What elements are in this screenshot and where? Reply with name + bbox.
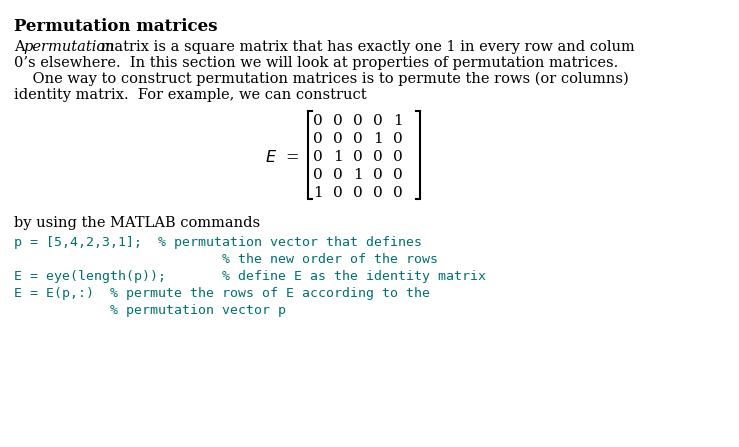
Text: 0: 0 xyxy=(393,132,403,146)
Text: 0: 0 xyxy=(313,132,323,146)
Text: matrix is a square matrix that has exactly one 1 in every row and colum: matrix is a square matrix that has exact… xyxy=(96,40,635,54)
Text: E = E(p,:)  % permute the rows of E according to the: E = E(p,:) % permute the rows of E accor… xyxy=(14,287,430,300)
Text: 0: 0 xyxy=(313,150,323,164)
Text: p = [5,4,2,3,1];  % permutation vector that defines: p = [5,4,2,3,1]; % permutation vector th… xyxy=(14,236,422,249)
Text: 0: 0 xyxy=(373,186,383,200)
Text: 0: 0 xyxy=(313,168,323,182)
Text: identity matrix.  For example, we can construct: identity matrix. For example, we can con… xyxy=(14,88,367,102)
Text: 0: 0 xyxy=(333,132,343,146)
Text: E = eye(length(p));       % define E as the identity matrix: E = eye(length(p)); % define E as the id… xyxy=(14,270,486,283)
Text: 1: 1 xyxy=(313,186,323,200)
Text: 0: 0 xyxy=(373,150,383,164)
Text: 1: 1 xyxy=(393,114,403,128)
Text: 0’s elsewhere.  In this section we will look at properties of permutation matric: 0’s elsewhere. In this section we will l… xyxy=(14,56,619,70)
Text: 0: 0 xyxy=(333,186,343,200)
Text: 0: 0 xyxy=(393,168,403,182)
Text: % the new order of the rows: % the new order of the rows xyxy=(14,253,438,266)
Text: % permutation vector p: % permutation vector p xyxy=(14,304,286,317)
Text: 0: 0 xyxy=(353,150,363,164)
Text: permutation: permutation xyxy=(23,40,115,54)
Text: 0: 0 xyxy=(373,114,383,128)
Text: 0: 0 xyxy=(393,186,403,200)
Text: 0: 0 xyxy=(373,168,383,182)
Text: 0: 0 xyxy=(333,114,343,128)
Text: 1: 1 xyxy=(373,132,383,146)
Text: 1: 1 xyxy=(333,150,343,164)
Text: 0: 0 xyxy=(333,168,343,182)
Text: 1: 1 xyxy=(353,168,363,182)
Text: by using the MATLAB commands: by using the MATLAB commands xyxy=(14,216,260,230)
Text: 0: 0 xyxy=(353,132,363,146)
Text: $E$  =: $E$ = xyxy=(265,149,299,166)
Text: 0: 0 xyxy=(353,114,363,128)
Text: One way to construct permutation matrices is to permute the rows (or columns): One way to construct permutation matrice… xyxy=(14,72,629,86)
Text: 0: 0 xyxy=(313,114,323,128)
Text: A: A xyxy=(14,40,30,54)
Text: Permutation matrices: Permutation matrices xyxy=(14,18,217,35)
Text: 0: 0 xyxy=(393,150,403,164)
Text: 0: 0 xyxy=(353,186,363,200)
